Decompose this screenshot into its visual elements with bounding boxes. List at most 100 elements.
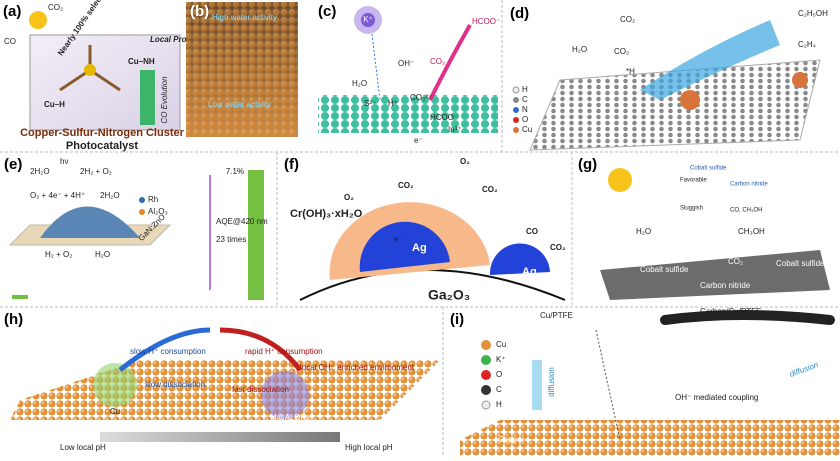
annotation: Favorable [680,178,707,184]
substrate-label: Copper [498,435,525,444]
material-label: Carbon nitride [700,281,751,290]
panel-label: (i) [450,311,464,328]
species-label: e⁻ [394,235,403,244]
annotation: High water activity [212,13,277,22]
species-label: H₂O [352,79,367,88]
panel-b: (b) High water activity Low water activi… [186,2,298,137]
annotation: AQE@420 nm [216,217,268,226]
species-label: CO [4,37,16,46]
panel-a: (a) CO CO₂ Nearly 100% selectivity Local… [3,0,199,152]
annotation: Low water activity [208,100,271,109]
species-label: H₂O [636,227,651,236]
panel-i: (i) Cu/PTFE Carbon/Cu/PTFE Cu K⁺ O C H d… [450,307,840,456]
species-label: In³⁺ [448,125,462,134]
species-label: CO [526,227,538,236]
substrate-label: Ga₂O₃ [428,287,470,303]
species-label: S²⁻ [364,99,376,108]
panel-label: (d) [510,5,529,22]
annotation: fast dissociation [232,385,289,394]
material-label: Cobalt sulfide [776,259,825,268]
species-label: CH₃OH [738,227,765,236]
panel-label: (g) [578,156,597,173]
panel-g: (g) Cobalt sulfide Favorable Carbon nitr… [578,156,830,300]
species-label: H₂O [572,45,587,54]
legend-label: N [522,105,528,114]
annotation: Local Proton [150,35,199,44]
annotation: Cr(OH)₃·xH₂O [290,208,363,220]
panel-label: (h) [4,311,23,328]
particle-label: Ag [412,242,427,254]
species-label: O₂ [460,157,470,166]
site-label: Cu–H [44,100,65,109]
annotation: OH⁻ mediated coupling [675,393,758,402]
equation: O₂ + 4e⁻ + 4H⁺ [30,191,85,200]
panel-h: (h) slow H⁺ consumption slow dissociatio… [4,311,440,452]
species-label: 2H₂O [100,191,120,200]
legend-label: O [496,370,502,379]
species-label: O₂ [344,193,354,202]
legend: Cu K⁺ O C H [481,340,506,410]
value-label: 7.1% [226,167,244,176]
species-label: CO₂ [398,181,414,190]
species-label: CO₃²⁻ [410,93,432,102]
catalyst-label: Cu [110,407,120,416]
species-label: HCOO⁻ [472,17,500,26]
legend: H C N O Cu [512,85,532,134]
material-label: Cobalt sulfide [640,265,689,274]
site-label: Cu–NH [128,57,155,66]
annotation: local OH⁻ enriched environment [300,363,415,372]
species-label: CO₂ [620,15,635,24]
annotation: diffusion [547,367,556,397]
annotation: CO Evolution [160,76,169,124]
species-label: CO₂ [482,185,498,194]
species-label: C₂H₅OH [798,9,828,18]
legend-label: Al₂O₃ [148,207,168,216]
legend-label: Cu [522,125,532,134]
legend-label: K⁺ [496,355,506,364]
annotation: 23 times [216,235,246,244]
panel-label: (c) [318,3,336,20]
species-label: H₂O [95,250,110,259]
catalyst-label: M@ALDHs [270,413,310,422]
axis-label: Low local pH [60,443,106,452]
species-label: CO₂ [614,47,629,56]
annotation: Cobalt sulfide [690,166,727,172]
panel-title: Carbon/Cu/PTFE [700,307,761,316]
species-label: *H [626,67,635,76]
legend-label: H [496,400,502,409]
annotation: slow dissociation [145,380,205,389]
particle-label: Ag [522,266,537,278]
panel-label: (b) [190,3,209,20]
annotation: Sluggish [680,206,703,212]
axis-label: High local pH [345,443,393,452]
panel-title: Cu/PTFE [540,311,573,320]
species-label: CO₂ [550,243,566,252]
legend-label: H [522,85,528,94]
species-label: K⁺ [363,15,373,24]
species-label: CO₂ [430,57,445,66]
caption: Copper-Sulfur-Nitrogen Cluster [20,127,184,139]
species-label: HCOO⁻ [430,113,458,122]
annotation: Carbon nitride [730,182,768,188]
species-label: H⁺ [388,99,398,108]
panel-label: (f) [284,156,299,173]
legend-label: C [496,385,502,394]
panel-c: (c) K⁺ OH⁻ H₂O CO₂ HCOO⁻ S²⁻ H⁺ CO₃²⁻ HC… [318,3,500,145]
panel-label: (e) [4,156,22,173]
legend-label: Cu [496,340,506,349]
panel-label: (a) [3,3,21,20]
legend-label: C [522,95,528,104]
annotation: diffusion [788,360,820,379]
equation: 2H₂ + O₂ [80,167,112,176]
annotation: slow H⁺ consumption [130,347,206,356]
caption: Photocatalyst [66,140,138,152]
species-label: C₂H₄ [798,40,816,49]
equation: 2H₂O [30,167,50,176]
panel-e: (e) 2H₂O hν 2H₂ + O₂ O₂ + 4e⁻ + 4H⁺ 2H₂O… [4,156,268,300]
equation: hν [60,157,68,166]
species-label: CO₂ [728,257,743,266]
legend-label: O [522,115,528,124]
species-label: e⁻ [414,136,423,145]
